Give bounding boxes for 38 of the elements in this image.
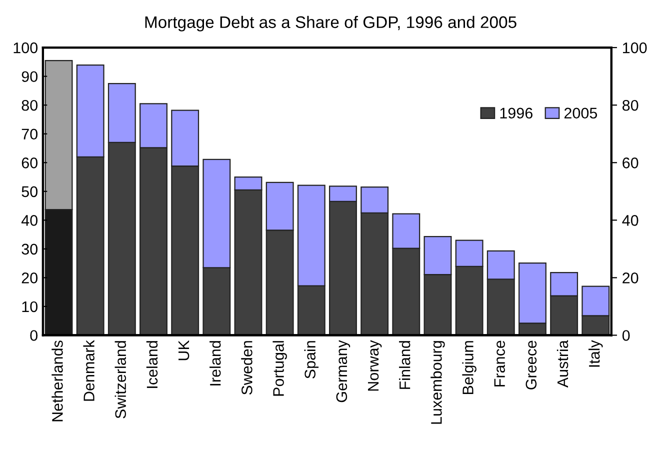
y2-tick-label: 0 — [622, 330, 630, 341]
y-tick-label: 40 — [21, 215, 38, 226]
y-tick-label: 10 — [22, 301, 38, 312]
x-tick-label: Austria — [556, 340, 568, 388]
y-tick-label: 60 — [22, 157, 38, 168]
x-tick-label: Belgium — [462, 341, 476, 394]
y-tick-label: 90 — [22, 71, 38, 82]
legend-label: 1996 — [500, 108, 532, 119]
y2-tick-label: 60 — [622, 157, 638, 168]
x-tick-label: Italy — [588, 340, 603, 367]
chart-title: Mortgage Debt as a Share of GDP, 1996 and 2005 — [145, 16, 516, 32]
y2-tick-label: 20 — [622, 272, 638, 284]
y-tick-label: 20 — [22, 272, 38, 284]
x-tick-label: Luxembourg — [430, 341, 445, 424]
legend-label: 2005 — [564, 108, 598, 119]
x-tick-label: Germany — [336, 340, 350, 402]
x-tick-label: France — [494, 340, 505, 386]
y2-tick-label: 100 — [623, 42, 647, 54]
y-tick-label: 70 — [22, 128, 38, 140]
x-tick-label: Sweden — [241, 341, 252, 395]
x-tick-label: Greece — [526, 340, 537, 390]
y-tick-label: 0 — [30, 330, 38, 341]
x-tick-label: Finland — [399, 341, 410, 389]
y-tick-label: 30 — [22, 244, 38, 255]
x-tick-label: Switzerland — [114, 341, 126, 418]
y2-tick-label: 80 — [622, 100, 638, 111]
x-tick-label: Ireland — [210, 341, 221, 386]
y-tick-label: 80 — [22, 100, 38, 111]
x-tick-label: Norway — [368, 340, 382, 391]
x-tick-label: Portugal — [272, 341, 287, 396]
y-tick-label: 100 — [14, 42, 38, 54]
y2-tick-label: 40 — [622, 215, 638, 226]
x-tick-label: Spain — [304, 341, 319, 378]
x-tick-label: Denmark — [83, 340, 94, 401]
x-tick-label: Iceland — [146, 341, 158, 388]
x-tick-label: Netherlands — [52, 340, 63, 422]
y-tick-label: 50 — [22, 186, 38, 198]
x-tick-label: UK — [178, 340, 190, 360]
